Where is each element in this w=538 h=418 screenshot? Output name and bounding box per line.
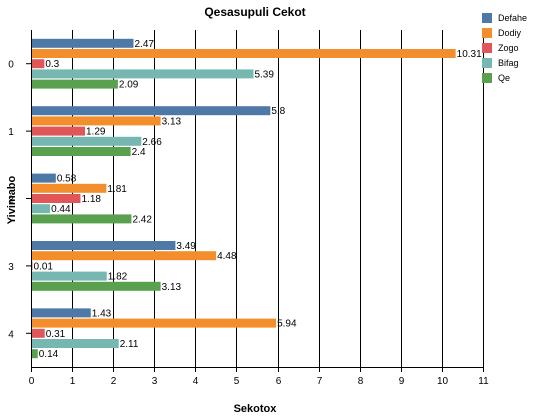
bar-bifag — [32, 136, 142, 146]
x-tick-label: 11 — [478, 376, 489, 387]
x-tick-label: 10 — [437, 376, 449, 387]
legend-swatch — [482, 58, 492, 68]
data-label: 1.81 — [107, 184, 127, 195]
data-label: 10.31 — [457, 49, 482, 60]
data-label: 5.39 — [254, 69, 274, 80]
legend-label: Zogo — [498, 43, 519, 53]
bar-dodiy — [32, 318, 277, 328]
bar-qe — [32, 79, 118, 89]
data-label: 0.3 — [45, 59, 59, 70]
y-tick-label: 4 — [8, 329, 14, 340]
bar-zogo — [32, 261, 33, 271]
x-tick-label: 0 — [29, 376, 35, 387]
bar-defahe — [32, 38, 134, 48]
x-tick-label: 4 — [193, 376, 199, 387]
x-tick-label: 3 — [152, 376, 158, 387]
data-label: 2.4 — [132, 147, 146, 158]
axes: 0 1 2 3 4 5 6 7 8 9 10 11 0 1 2 3 4 — [8, 30, 489, 387]
data-label: 2.11 — [120, 339, 139, 350]
y-tick-label: 1 — [8, 127, 14, 138]
data-label: 3.13 — [162, 116, 182, 127]
y-tick-label: 0 — [8, 60, 14, 71]
legend-swatch — [482, 13, 492, 23]
bar-defahe — [32, 173, 56, 183]
data-label: 1.82 — [108, 272, 128, 283]
legend-label: Dodiy — [498, 28, 522, 38]
legend-swatch — [482, 43, 492, 53]
legend: Defahe Dodiy Zogo Bifag Qe — [482, 13, 527, 83]
data-label: 3.13 — [162, 282, 182, 293]
x-axis-title: Sekotox — [234, 403, 278, 415]
y-tick-label: 3 — [8, 262, 14, 273]
data-label: 0.14 — [39, 349, 59, 360]
bar-defahe — [32, 241, 176, 250]
legend-swatch — [482, 28, 492, 38]
bar-bifag — [32, 69, 254, 79]
data-label: 0.58 — [57, 174, 77, 185]
bar-dodiy — [32, 116, 161, 126]
data-label: 2.66 — [142, 137, 162, 148]
x-tick-label: 8 — [358, 376, 364, 387]
bar-defahe — [32, 308, 91, 318]
data-label: 2.42 — [132, 214, 152, 225]
x-tick-label: 9 — [399, 376, 405, 387]
bar-bifag — [32, 339, 119, 348]
y-tick-label: 2 — [8, 195, 14, 206]
x-tick-label: 5 — [234, 376, 240, 387]
data-label: 1.18 — [81, 194, 101, 205]
bar-zogo — [32, 328, 45, 338]
legend-label: Defahe — [498, 13, 527, 23]
x-tick-label: 1 — [70, 376, 76, 387]
bar-qe — [32, 281, 161, 291]
data-label: 1.29 — [86, 127, 106, 138]
bar-defahe — [32, 106, 271, 116]
bar-zogo — [32, 126, 86, 136]
bar-bifag — [32, 204, 51, 214]
data-label: 1.43 — [92, 308, 112, 319]
legend-swatch — [482, 73, 492, 83]
data-label: 2.09 — [119, 80, 139, 91]
data-label: 0.01 — [34, 261, 54, 272]
bar-qe — [32, 214, 132, 224]
bar-dodiy — [32, 183, 107, 193]
data-label: 0.44 — [51, 204, 71, 215]
x-tick-label: 7 — [317, 376, 323, 387]
data-label: 0.31 — [46, 329, 66, 340]
data-label: 5.94 — [277, 319, 297, 330]
x-tick-label: 2 — [111, 376, 117, 387]
legend-label: Bifag — [498, 58, 519, 68]
data-label: 2.47 — [134, 39, 154, 50]
legend-label: Qe — [498, 73, 510, 83]
y-axis-title: Yivimabo — [6, 175, 18, 224]
chart-title: Qesasupuli Cekot — [204, 5, 305, 19]
x-tick-label: 6 — [276, 376, 282, 387]
bar-zogo — [32, 194, 81, 203]
bar-dodiy — [32, 49, 456, 58]
bar-dodiy — [32, 251, 217, 261]
data-label: 3.49 — [176, 241, 196, 252]
bars: 2.47 10.31 0.3 5.39 2.09 5.8 3.13 1.29 2.662.4 0.… — [32, 38, 482, 360]
bar-qe — [32, 349, 38, 359]
bar-qe — [32, 147, 131, 156]
data-label: 4.48 — [217, 251, 237, 262]
bar-bifag — [32, 271, 107, 281]
bar-zogo — [32, 59, 45, 69]
data-label: 5.8 — [271, 106, 285, 117]
